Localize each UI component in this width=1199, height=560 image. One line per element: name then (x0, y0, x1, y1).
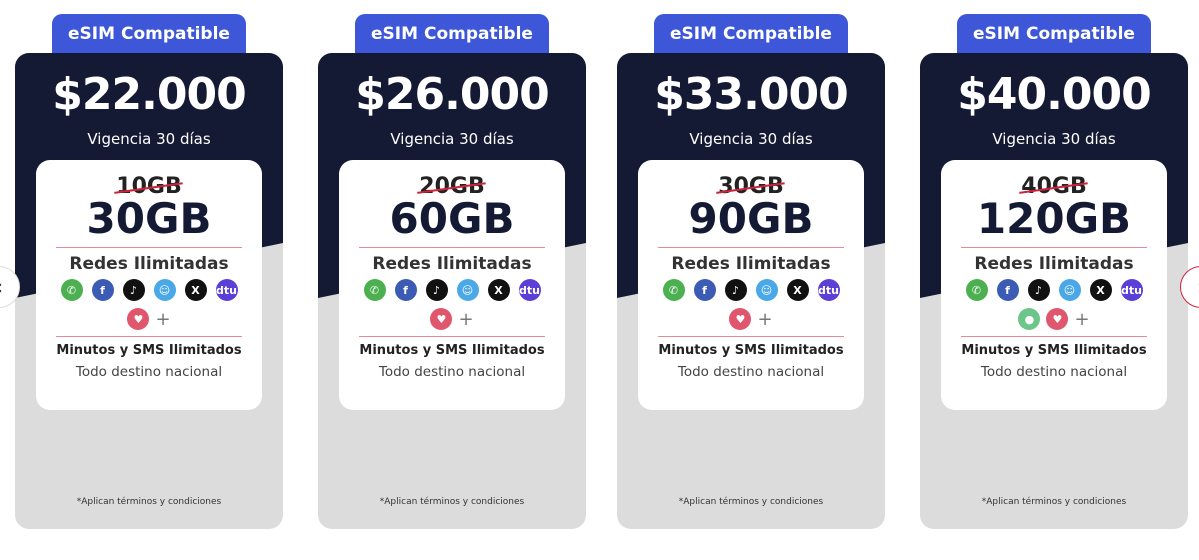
dtu-icon: dtu (518, 279, 541, 301)
plan-validity: Vigencia 30 días (689, 130, 813, 148)
divider (56, 247, 242, 248)
new-data-amount: 90GB (688, 194, 814, 243)
dtu-icon: dtu (215, 279, 238, 301)
plan-card[interactable]: eSIM Compatible $22.000 Vigencia 30 días… (15, 14, 283, 529)
destination: Todo destino nacional (378, 364, 526, 380)
maps-icon: ● (1018, 308, 1041, 330)
tiktok-icon: ♪ (425, 279, 448, 301)
plan-price: $26.000 (355, 69, 549, 120)
x-icon: X (1089, 279, 1112, 301)
tinder-icon: ♥ (127, 308, 150, 330)
esim-badge: eSIM Compatible (355, 14, 549, 54)
new-data-amount: 120GB (976, 194, 1132, 243)
new-data-amount: 60GB (389, 194, 515, 243)
waze-icon: ☺ (153, 279, 176, 301)
waze-icon: ☺ (755, 279, 778, 301)
plan-price: $33.000 (654, 69, 848, 120)
tiktok-icon: ♪ (122, 279, 145, 301)
plan-card-body: $22.000 Vigencia 30 días 10GB 30GB Redes… (15, 53, 283, 529)
tiktok-icon: ♪ (1027, 279, 1050, 301)
destination: Todo destino nacional (75, 364, 223, 380)
esim-badge: eSIM Compatible (957, 14, 1151, 54)
esim-badge: eSIM Compatible (52, 14, 246, 54)
plan-card-body: $33.000 Vigencia 30 días 30GB 90GB Redes… (617, 53, 885, 529)
tiktok-icon: ♪ (724, 279, 747, 301)
networks-label: Redes Ilimitadas (974, 254, 1134, 274)
divider (658, 336, 844, 337)
plan-validity: Vigencia 30 días (992, 130, 1116, 148)
networks-label: Redes Ilimitadas (69, 254, 229, 274)
divider (359, 336, 545, 337)
plan-card[interactable]: eSIM Compatible $33.000 Vigencia 30 días… (617, 14, 885, 529)
plan-card-body: $40.000 Vigencia 30 días 40GB 120GB Rede… (920, 53, 1188, 529)
divider (56, 336, 242, 337)
minutes-sms: Minutos y SMS Ilimitados (56, 343, 242, 358)
waze-icon: ☺ (456, 279, 479, 301)
extra-icons: ♥ + (36, 308, 262, 330)
plus-icon: + (155, 308, 171, 330)
plan-card[interactable]: eSIM Compatible $26.000 Vigencia 30 días… (318, 14, 586, 529)
whatsapp-icon: ✆ (60, 279, 83, 301)
divider (961, 247, 1147, 248)
networks-label: Redes Ilimitadas (671, 254, 831, 274)
minutes-sms: Minutos y SMS Ilimitados (961, 343, 1147, 358)
terms-link[interactable]: *Aplican términos y condiciones (678, 497, 824, 507)
terms-link[interactable]: *Aplican términos y condiciones (76, 497, 222, 507)
minutes-sms: Minutos y SMS Ilimitados (658, 343, 844, 358)
destination: Todo destino nacional (980, 364, 1128, 380)
extra-icons: ♥ + (339, 308, 565, 330)
dtu-icon: dtu (1120, 279, 1143, 301)
old-data-amount: 30GB (718, 174, 784, 199)
dtu-icon: dtu (817, 279, 840, 301)
terms-link[interactable]: *Aplican términos y condiciones (379, 497, 525, 507)
facebook-icon: f (996, 279, 1019, 301)
whatsapp-icon: ✆ (363, 279, 386, 301)
new-data-amount: 30GB (86, 194, 212, 243)
plan-card[interactable]: eSIM Compatible $40.000 Vigencia 30 días… (920, 14, 1188, 529)
whatsapp-icon: ✆ (965, 279, 988, 301)
x-icon: X (786, 279, 809, 301)
destination: Todo destino nacional (677, 364, 825, 380)
plan-price: $22.000 (52, 69, 246, 120)
facebook-icon: f (693, 279, 716, 301)
x-icon: X (184, 279, 207, 301)
plan-validity: Vigencia 30 días (87, 130, 211, 148)
extra-icons: ● ♥ + (941, 308, 1167, 330)
plus-icon: + (1074, 308, 1090, 330)
facebook-icon: f (394, 279, 417, 301)
plus-icon: + (458, 308, 474, 330)
terms-link[interactable]: *Aplican términos y condiciones (981, 497, 1127, 507)
divider (658, 247, 844, 248)
plan-validity: Vigencia 30 días (390, 130, 514, 148)
tinder-icon: ♥ (1046, 308, 1069, 330)
tinder-icon: ♥ (729, 308, 752, 330)
tinder-icon: ♥ (430, 308, 453, 330)
divider (961, 336, 1147, 337)
waze-icon: ☺ (1058, 279, 1081, 301)
plus-icon: + (757, 308, 773, 330)
divider (359, 247, 545, 248)
esim-badge: eSIM Compatible (654, 14, 848, 54)
whatsapp-icon: ✆ (662, 279, 685, 301)
minutes-sms: Minutos y SMS Ilimitados (359, 343, 545, 358)
x-icon: X (487, 279, 510, 301)
old-data-amount: 20GB (419, 174, 485, 199)
networks-label: Redes Ilimitadas (372, 254, 532, 274)
plan-card-body: $26.000 Vigencia 30 días 20GB 60GB Redes… (318, 53, 586, 529)
plan-price: $40.000 (957, 69, 1151, 120)
old-data-amount: 40GB (1021, 174, 1087, 199)
facebook-icon: f (91, 279, 114, 301)
extra-icons: ♥ + (638, 308, 864, 330)
old-data-amount: 10GB (116, 174, 182, 199)
